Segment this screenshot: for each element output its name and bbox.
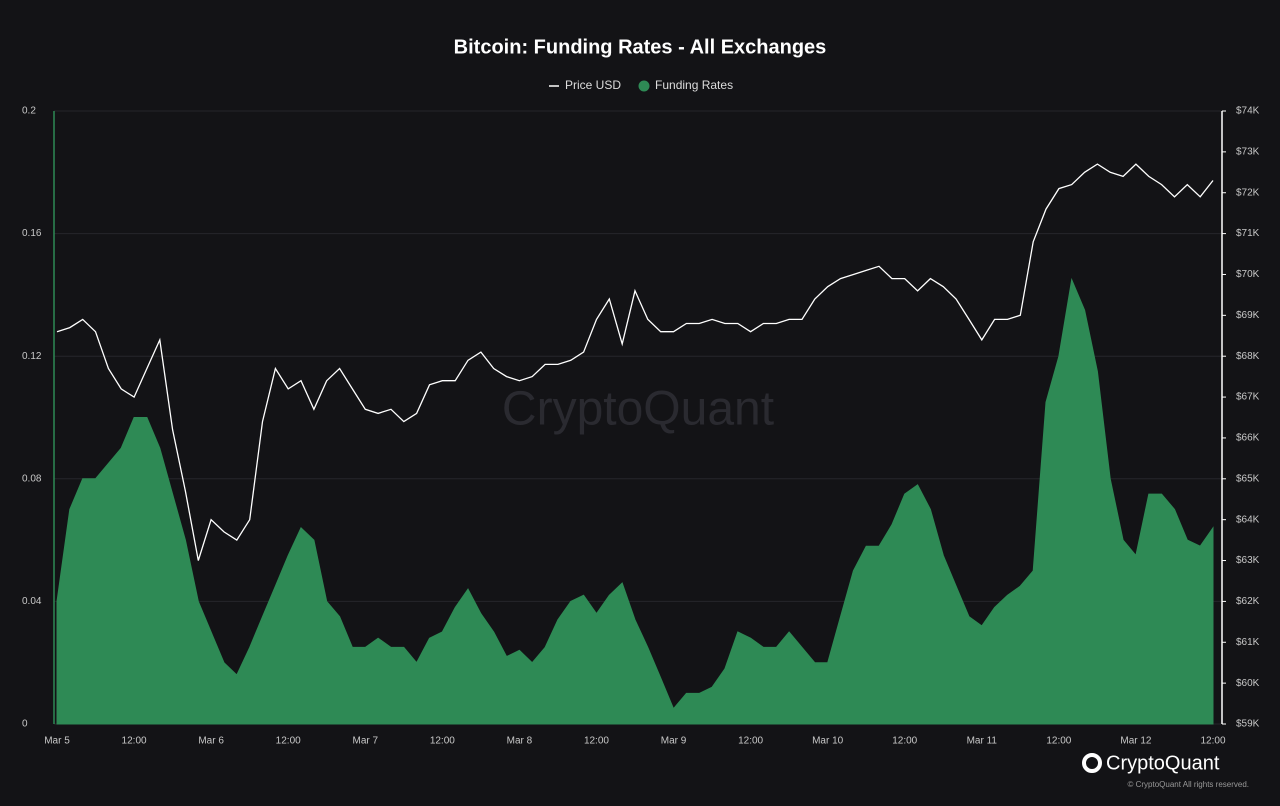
y2-tick-label: $71K <box>1236 228 1260 239</box>
y2-tick-label: $61K <box>1236 637 1260 648</box>
x-tick-label: Mar 10 <box>812 736 844 747</box>
x-tick-label: Mar 5 <box>44 736 70 747</box>
x-tick-label: 12:00 <box>892 736 917 747</box>
legend: Price USD Funding Rates <box>549 78 733 92</box>
y2-tick-label: $69K <box>1236 310 1260 321</box>
legend-label: Price USD <box>565 78 621 92</box>
x-tick-label: Mar 11 <box>967 736 998 747</box>
y-tick-label: 0 <box>22 719 28 730</box>
x-tick-label: 12:00 <box>584 736 609 747</box>
x-tick-label: Mar 9 <box>661 736 687 747</box>
y2-tick-label: $73K <box>1236 147 1260 158</box>
brand: CryptoQuant <box>1106 752 1220 774</box>
y-tick-label: 0.16 <box>22 228 42 239</box>
x-tick-label: 12:00 <box>1200 736 1225 747</box>
logo-icon <box>1082 753 1102 773</box>
brand-logo <box>1082 753 1102 773</box>
y2-tick-label: $62K <box>1236 596 1260 607</box>
y2-tick-label: $65K <box>1236 473 1260 484</box>
x-tick-label: Mar 12 <box>1120 736 1152 747</box>
y-tick-label: 0.08 <box>22 473 42 484</box>
x-tick-label: 12:00 <box>276 736 301 747</box>
x-tick-label: Mar 6 <box>198 736 224 747</box>
x-tick-label: 12:00 <box>1046 736 1071 747</box>
y2-tick-label: $68K <box>1236 351 1260 362</box>
x-tick-label: 12:00 <box>122 736 147 747</box>
y-tick-label: 0.2 <box>22 106 36 117</box>
y2-tick-label: $63K <box>1236 555 1260 566</box>
watermark: CryptoQuant <box>502 383 774 436</box>
y2-tick-label: $72K <box>1236 187 1260 198</box>
y-tick-label: 0.04 <box>22 596 42 607</box>
y2-tick-label: $66K <box>1236 433 1260 444</box>
y2-tick-label: $64K <box>1236 514 1260 525</box>
price-line <box>56 163 1214 561</box>
legend-label: Funding Rates <box>655 78 733 92</box>
x-tick-label: 12:00 <box>430 736 455 747</box>
y2-tick-label: $70K <box>1236 269 1260 280</box>
y-tick-label: 0.12 <box>22 351 42 362</box>
y2-tick-label: $67K <box>1236 392 1260 403</box>
funding-area <box>56 277 1214 725</box>
legend-swatch <box>638 80 650 92</box>
chart-title: Bitcoin: Funding Rates - All Exchanges <box>454 36 827 58</box>
copyright: © CryptoQuant All rights reserved. <box>1128 780 1250 789</box>
y2-tick-label: $74K <box>1236 106 1260 117</box>
x-tick-label: Mar 7 <box>352 736 378 747</box>
y2-tick-label: $60K <box>1236 678 1260 689</box>
y2-tick-label: $59K <box>1236 719 1260 730</box>
x-tick-label: Mar 8 <box>507 736 533 747</box>
x-tick-label: 12:00 <box>738 736 763 747</box>
